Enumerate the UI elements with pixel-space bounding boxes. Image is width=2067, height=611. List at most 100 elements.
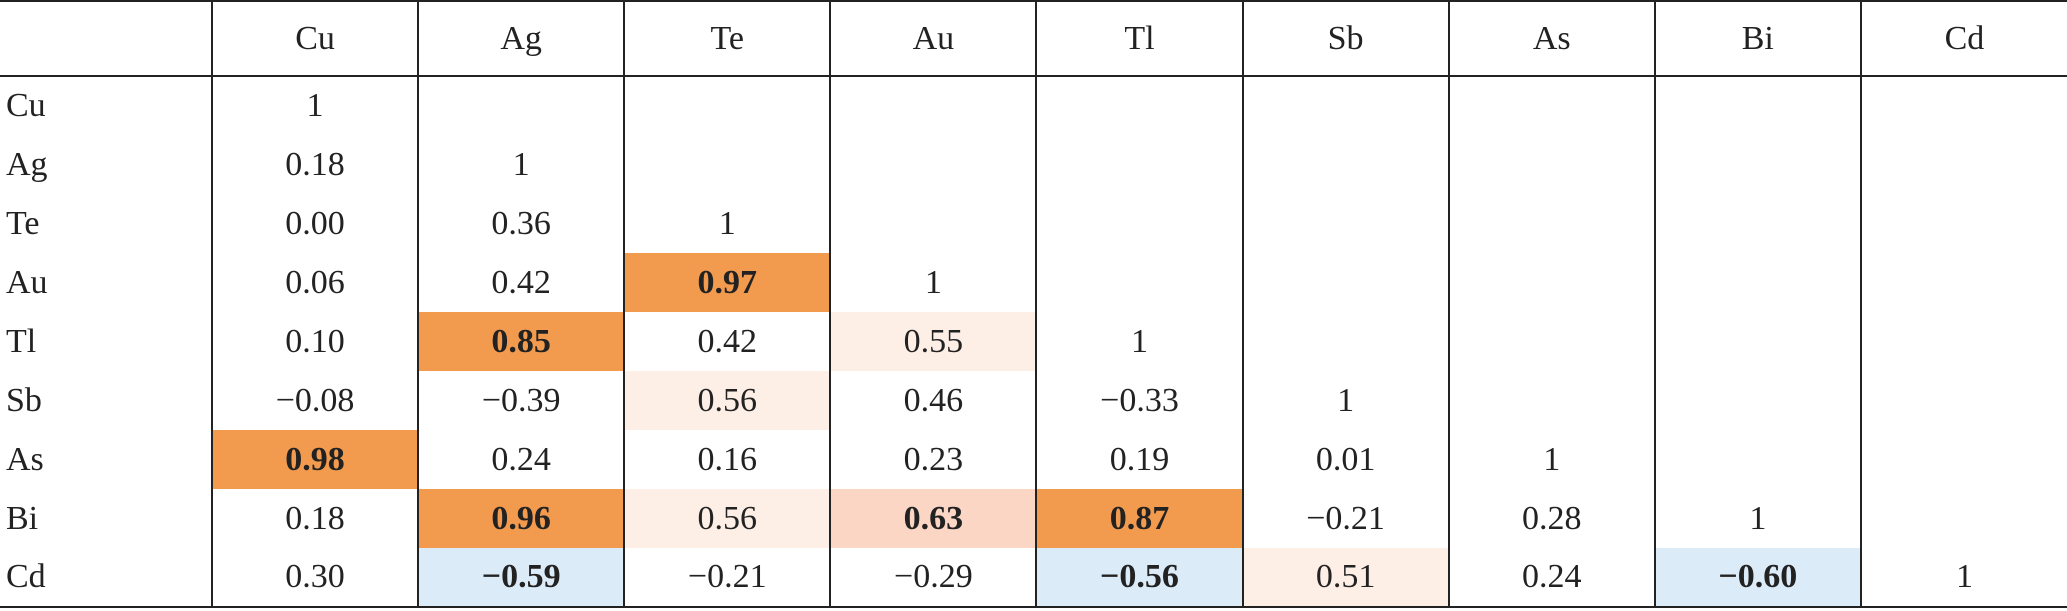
value-cell: 0.42 [623,312,831,371]
highlighted-cell: 0.98 [210,430,419,489]
empty-cell [1447,312,1655,371]
row-label: Te [6,204,40,242]
row-label: Bi [6,499,39,537]
empty-cell [829,194,1037,253]
empty-cell [829,135,1037,194]
empty-cell [829,76,1037,135]
table-row: Tl 0.10 0.85 0.42 0.55 1 [0,312,2067,371]
empty-cell [1035,76,1243,135]
empty-cell [1241,135,1449,194]
value-cell: 1 [417,135,625,194]
row-label: Cd [0,548,212,608]
table-header: Cu Ag Te Au Tl Sb As Bi Cd [0,0,2067,77]
empty-cell [1653,430,1861,489]
empty-cell [1447,76,1655,135]
value-cell: 0.24 [1447,548,1655,608]
column-header: Au [829,0,1037,77]
highlighted-cell: 0.85 [417,312,625,371]
highlighted-cell: 0.63 [829,489,1037,548]
column-header: Tl [1035,0,1243,77]
table-row: Sb −0.08 −0.39 0.56 0.46 −0.33 1 [0,371,2067,430]
value-cell: −0.21 [623,548,831,608]
highlighted-cell: 0.55 [829,312,1037,371]
value-cell: 0.28 [1447,489,1655,548]
table-body: Cu 1 Ag 0.18 1 Te 0.00 0.36 1 Au 0.06 0.42 0.97 1 Tl 0.… [0,76,2067,608]
table-row: Ag 0.18 1 [0,135,2067,194]
value-cell: 0.10 [210,312,419,371]
table-row: Cd 0.30 −0.59 −0.21 −0.29 −0.56 0.51 0.24 −0.60 1 [0,548,2067,608]
value-cell: 1 [210,76,419,135]
empty-cell [1241,76,1449,135]
column-header: Cd [1859,0,2067,77]
column-header: As [1447,0,1655,77]
value-cell: 0.36 [417,194,625,253]
highlighted-cell: −0.59 [417,548,625,608]
value-cell: 1 [1653,489,1861,548]
empty-cell [1241,312,1449,371]
empty-cell [1859,76,2067,135]
value-cell: −0.39 [417,371,625,430]
value-cell: −0.33 [1035,371,1243,430]
value-cell: 1 [1241,371,1449,430]
value-cell: 0.18 [210,135,419,194]
value-cell: −0.08 [210,371,419,430]
table-row: Cu 1 [0,76,2067,135]
column-header: Cu [210,0,419,77]
table-row: Au 0.06 0.42 0.97 1 [0,253,2067,312]
empty-cell [1241,253,1449,312]
value-cell: −0.21 [1241,489,1449,548]
value-cell: 0.30 [210,548,419,608]
empty-cell [1447,194,1655,253]
highlighted-cell: 0.97 [623,253,831,312]
empty-cell [1859,253,2067,312]
empty-cell [623,135,831,194]
empty-cell [1653,371,1861,430]
row-label: Au [6,263,48,301]
empty-cell [1653,312,1861,371]
row-label: Cu [6,87,46,124]
value-cell: 1 [1447,430,1655,489]
highlighted-cell: 0.51 [1241,548,1449,608]
value-cell: 0.24 [417,430,625,489]
column-header: Te [623,0,831,77]
table-row: As 0.98 0.24 0.16 0.23 0.19 0.01 1 [0,430,2067,489]
empty-cell [1653,194,1861,253]
corner-cell [0,0,212,77]
row-label: Ag [6,145,48,183]
value-cell: 0.01 [1241,430,1449,489]
column-header: Sb [1241,0,1449,77]
empty-cell [1447,135,1655,194]
value-cell: 0.23 [829,430,1037,489]
row-label: As [6,440,44,478]
empty-cell [1241,194,1449,253]
header-row: Cu Ag Te Au Tl Sb As Bi Cd [0,0,2067,77]
table-row: Bi 0.18 0.96 0.56 0.63 0.87 −0.21 0.28 1 [0,489,2067,548]
value-cell: 0.46 [829,371,1037,430]
column-header: Bi [1653,0,1861,77]
empty-cell [1859,135,2067,194]
empty-cell [1859,489,2067,548]
row-label: Sb [6,381,42,419]
value-cell: 1 [623,194,831,253]
empty-cell [1653,253,1861,312]
empty-cell [1653,135,1861,194]
table-row: Te 0.00 0.36 1 [0,194,2067,253]
empty-cell [1447,371,1655,430]
value-cell: 0.19 [1035,430,1243,489]
column-header: Ag [417,0,625,77]
empty-cell [1035,194,1243,253]
value-cell: 1 [829,253,1037,312]
highlighted-cell: 0.56 [623,489,831,548]
empty-cell [1859,194,2067,253]
value-cell: 0.06 [210,253,419,312]
highlighted-cell: 0.56 [623,371,831,430]
empty-cell [623,76,831,135]
empty-cell [1653,76,1861,135]
value-cell: −0.29 [829,548,1037,608]
value-cell: 0.42 [417,253,625,312]
empty-cell [1035,135,1243,194]
value-cell: 0.18 [210,489,419,548]
value-cell: 1 [1859,548,2067,608]
